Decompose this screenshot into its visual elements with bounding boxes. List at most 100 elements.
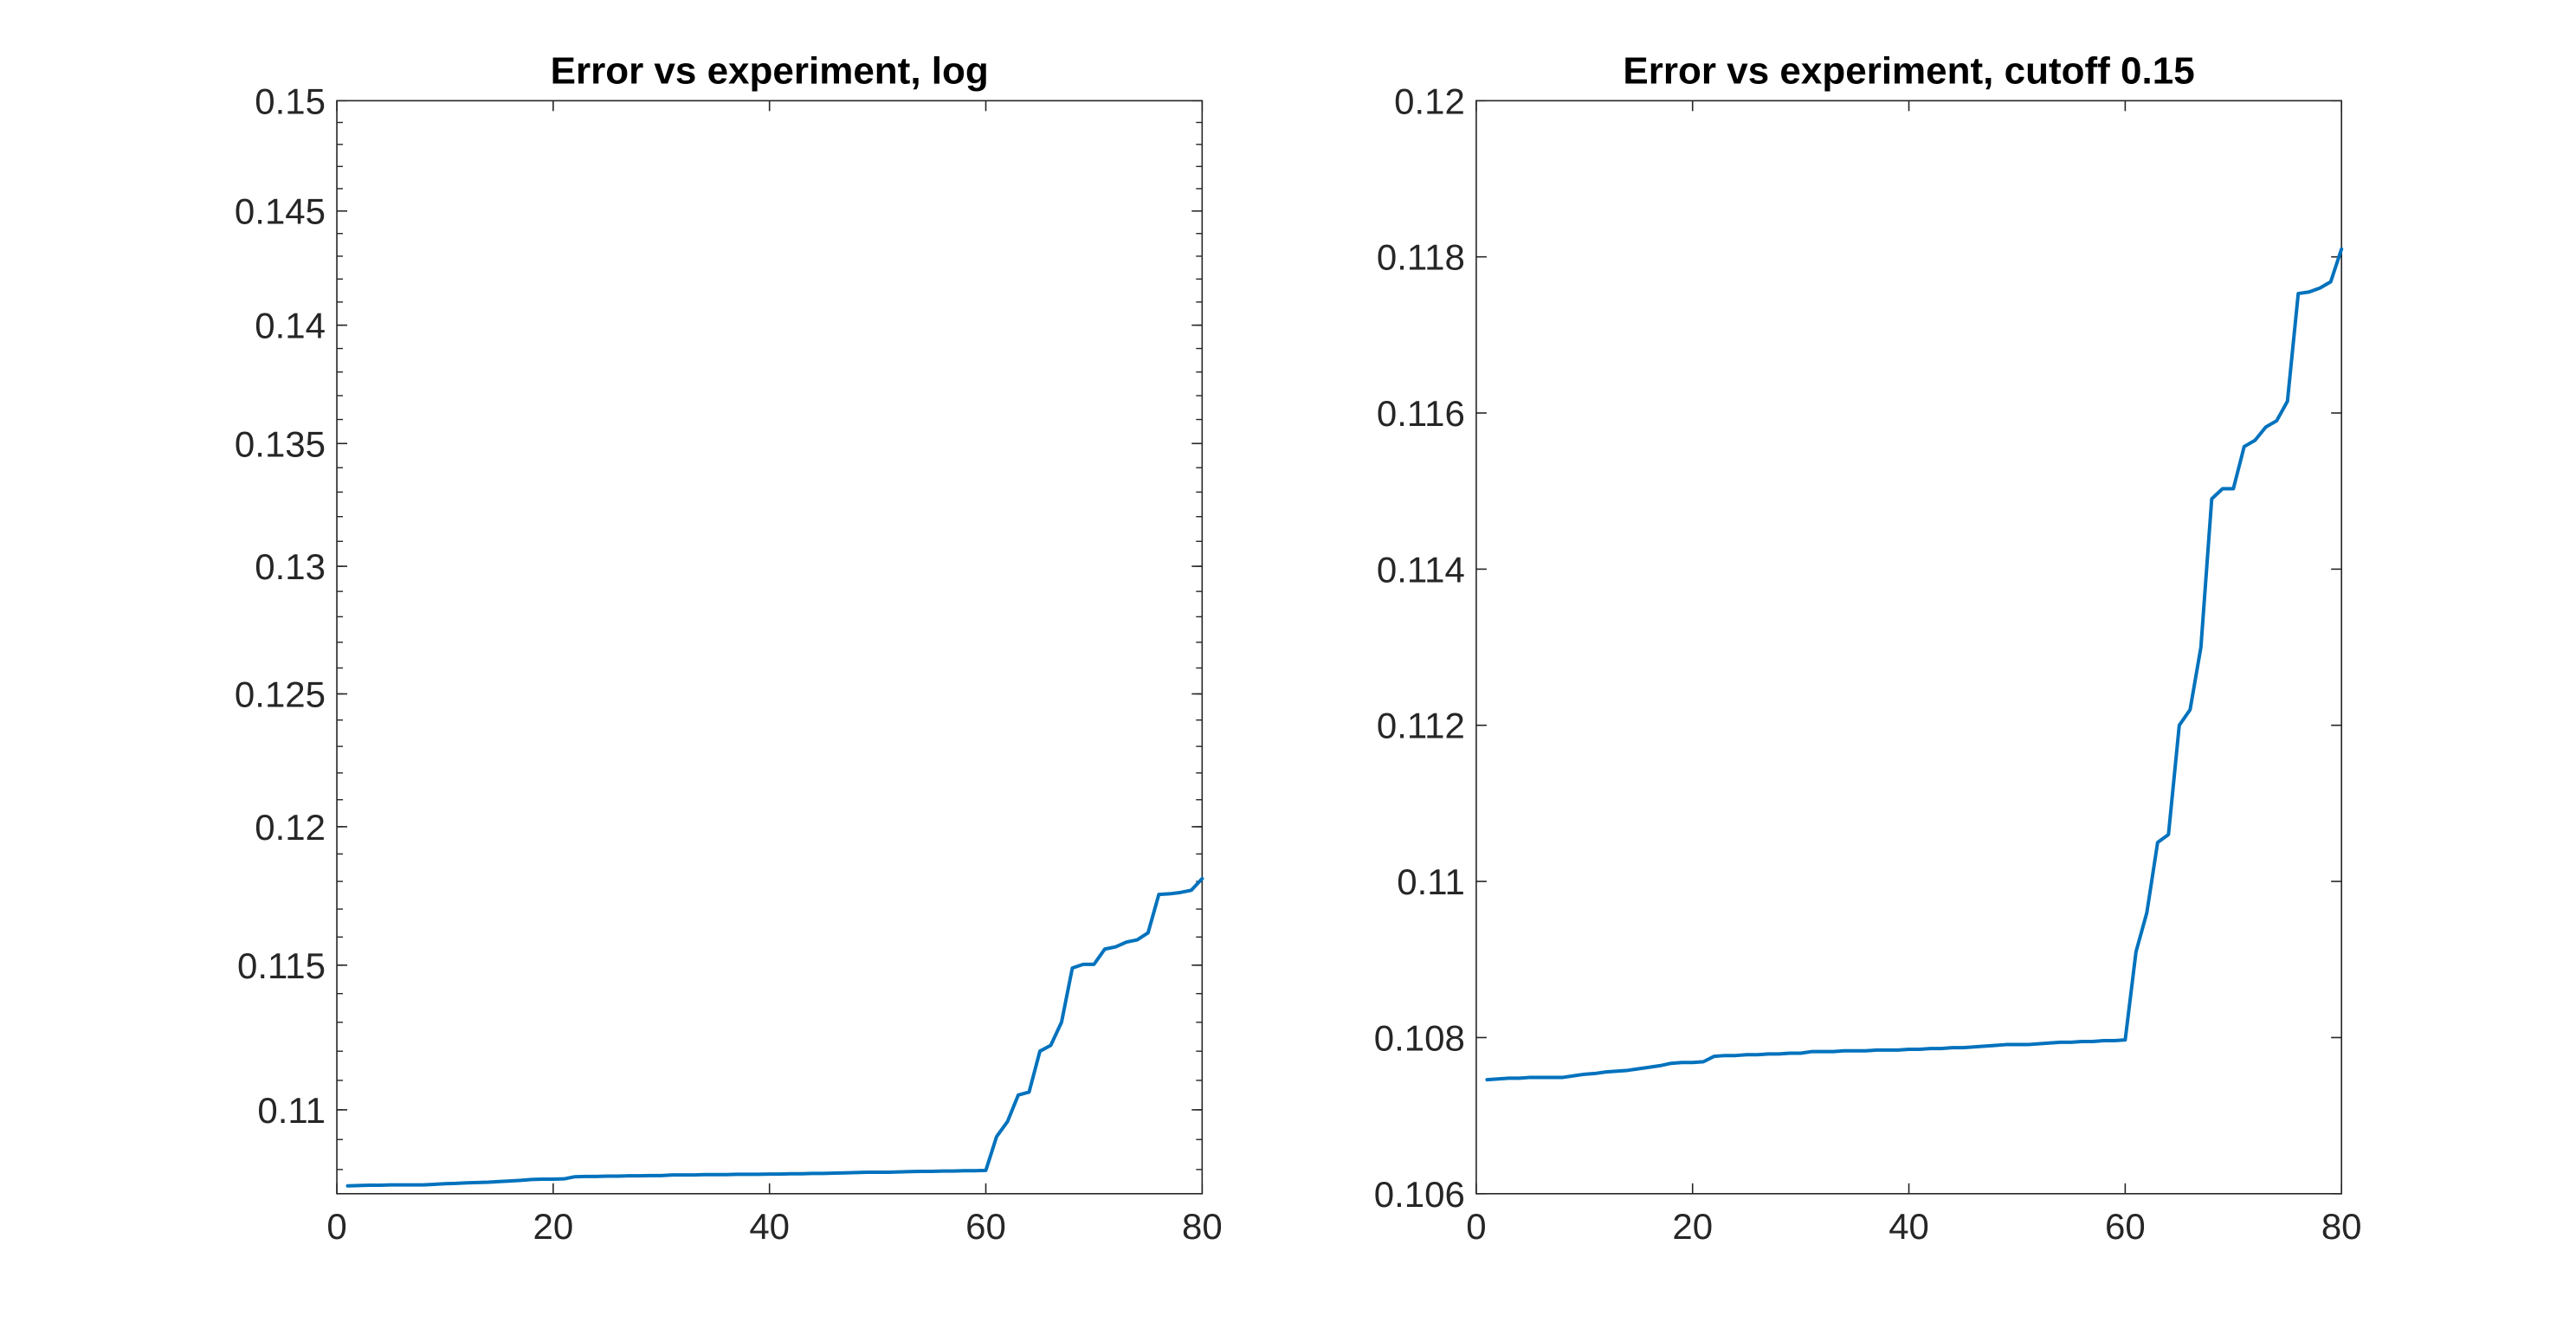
data-point	[1485, 1078, 1488, 1081]
data-point	[2275, 419, 2278, 422]
data-point	[465, 1181, 468, 1184]
data-point	[1875, 1048, 1878, 1052]
data-point	[1561, 1075, 1565, 1079]
data-point	[1190, 888, 1193, 892]
data-point	[2253, 439, 2256, 442]
data-point	[519, 1178, 522, 1182]
data-point	[562, 1177, 565, 1181]
data-point	[584, 1175, 587, 1178]
data-point	[811, 1171, 815, 1175]
x-tick-label: 0	[1466, 1206, 1486, 1247]
data-point	[2080, 1040, 2083, 1043]
data-point	[1157, 893, 1160, 896]
data-point	[1103, 947, 1107, 951]
data-point	[1972, 1045, 1976, 1048]
data-point	[1669, 1061, 1673, 1065]
y-tick-label: 0.135	[235, 423, 326, 464]
data-point	[1723, 1054, 1727, 1057]
data-point	[1940, 1047, 1943, 1050]
data-point	[1060, 1021, 1063, 1024]
y-tick-label: 0.12	[255, 807, 326, 848]
data-point	[941, 1170, 945, 1173]
data-point	[1680, 1061, 1683, 1064]
data-point	[1951, 1046, 1954, 1049]
data-point	[2145, 911, 2148, 914]
data-point	[920, 1170, 923, 1173]
data-point	[1843, 1049, 1846, 1053]
data-point	[1550, 1075, 1553, 1079]
data-point	[865, 1171, 868, 1174]
data-point	[1648, 1066, 1651, 1069]
series-line-0	[1485, 247, 2344, 1082]
data-point	[1005, 1120, 1009, 1124]
data-point	[1766, 1052, 1770, 1055]
data-point	[1626, 1068, 1630, 1072]
data-point	[1583, 1073, 1586, 1076]
data-point	[2101, 1039, 2105, 1042]
series-line-0	[345, 876, 1204, 1188]
data-point	[995, 1135, 998, 1138]
data-point	[1821, 1050, 1824, 1054]
data-point	[843, 1171, 847, 1175]
y-tick-label: 0.13	[255, 546, 326, 587]
data-point	[2048, 1042, 2051, 1045]
data-point	[1831, 1050, 1835, 1054]
x-tick-label: 20	[533, 1206, 574, 1247]
data-point	[552, 1177, 555, 1181]
data-point	[735, 1172, 739, 1176]
data-point	[1593, 1072, 1597, 1075]
data-point	[1788, 1051, 1792, 1054]
data-point	[898, 1171, 901, 1174]
data-point	[357, 1183, 360, 1187]
y-tick-label: 0.145	[235, 191, 326, 232]
y-tick-label: 0.118	[1377, 237, 1465, 278]
data-point	[1146, 931, 1150, 934]
data-point	[2005, 1043, 2008, 1047]
data-point	[2329, 281, 2333, 284]
data-point	[2178, 724, 2181, 727]
y-tick-label: 0.15	[255, 81, 326, 121]
chart-error-log: 0 20 40 60 80 0.11 0.115 0.12 0.125 0.13 0.135 0.14…	[235, 49, 1223, 1246]
data-point	[833, 1171, 836, 1175]
data-point	[1135, 938, 1139, 942]
data-point	[1929, 1047, 1933, 1050]
data-point	[681, 1173, 685, 1177]
data-point	[2243, 445, 2246, 448]
data-point	[1886, 1048, 1889, 1052]
data-point	[2026, 1043, 2030, 1047]
data-point	[757, 1172, 760, 1176]
data-point	[1701, 1060, 1705, 1063]
data-point	[1038, 1049, 1042, 1053]
data-point	[1518, 1076, 1521, 1080]
data-point	[1993, 1043, 1997, 1047]
data-point	[952, 1170, 955, 1173]
data-point	[649, 1174, 652, 1177]
data-point	[627, 1174, 630, 1177]
data-point	[822, 1171, 825, 1175]
y-tick-label: 0.125	[235, 674, 326, 714]
data-point	[1864, 1049, 1868, 1053]
data-point	[475, 1181, 479, 1184]
data-point	[800, 1172, 804, 1176]
data-point	[1713, 1054, 1716, 1058]
data-point	[508, 1179, 512, 1183]
data-point	[2296, 292, 2300, 295]
data-point	[2134, 950, 2138, 953]
data-point	[790, 1172, 793, 1176]
data-point	[530, 1177, 533, 1181]
data-point	[1200, 877, 1204, 880]
data-point	[422, 1183, 425, 1187]
y-tick-label: 0.108	[1374, 1017, 1465, 1058]
axes-box-log	[336, 100, 1204, 1195]
data-point	[2091, 1040, 2095, 1043]
data-point	[2231, 487, 2235, 491]
y-tick-label: 0.11	[257, 1090, 326, 1131]
data-point	[1983, 1044, 1986, 1048]
data-point	[2340, 248, 2343, 251]
data-point	[2058, 1041, 2062, 1044]
x-tick-label: 80	[1182, 1206, 1223, 1247]
data-point	[346, 1184, 350, 1188]
data-point	[855, 1171, 858, 1174]
chart-title: Error vs experiment, log	[551, 49, 989, 92]
